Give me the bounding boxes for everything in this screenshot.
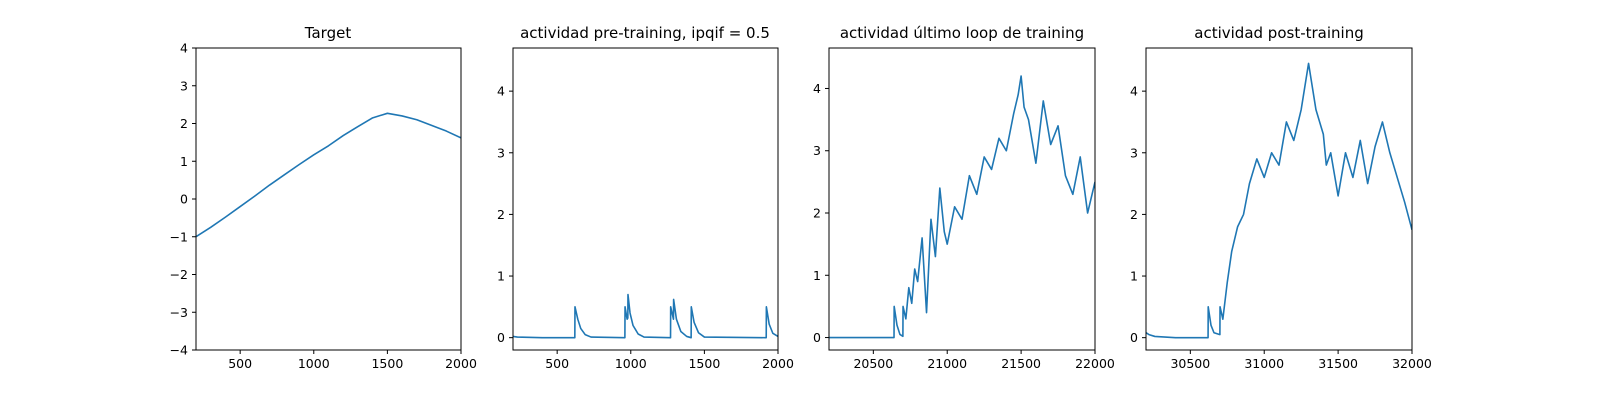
y-tick-label-post-training: 2 bbox=[1130, 207, 1138, 222]
y-tick-label-target: 3 bbox=[180, 78, 188, 93]
panel-last-training-loop: actividad último loop de training 20500 2… bbox=[813, 24, 1115, 371]
series-line-last-training-loop-0 bbox=[829, 75, 1095, 339]
y-tick-label-target: −4 bbox=[170, 343, 188, 358]
y-tick-label-post-training: 4 bbox=[1130, 84, 1138, 99]
x-tick-label-pre-training: 2000 bbox=[762, 356, 794, 371]
series-line-pre-training-0 bbox=[513, 293, 778, 339]
plot-frame-pre-training bbox=[512, 47, 779, 351]
y-tick-label-target: 4 bbox=[180, 41, 188, 56]
series-line-target-0 bbox=[196, 112, 461, 238]
y-tick-label-target: 0 bbox=[180, 192, 188, 207]
plot-frame-post-training bbox=[1145, 47, 1413, 351]
y-tick-label-last-training-loop: 4 bbox=[813, 81, 821, 96]
panel-title-last-training-loop: actividad último loop de training bbox=[840, 24, 1084, 42]
y-tick-label-pre-training: 2 bbox=[497, 207, 505, 222]
x-tick-label-post-training: 32000 bbox=[1392, 356, 1432, 371]
y-tick-label-target: −2 bbox=[170, 267, 188, 282]
y-tick-label-post-training: 1 bbox=[1130, 269, 1138, 284]
panel-pre-training: actividad pre-training, ipqif = 0.5 500 1… bbox=[497, 24, 794, 371]
x-tick-label-last-training-loop: 21500 bbox=[1001, 356, 1041, 371]
panel-title-pre-training: actividad pre-training, ipqif = 0.5 bbox=[520, 24, 770, 42]
y-tick-label-last-training-loop: 2 bbox=[813, 206, 821, 221]
x-tick-label-last-training-loop: 22000 bbox=[1075, 356, 1115, 371]
x-tick-label-target: 2000 bbox=[445, 356, 477, 371]
series-line-post-training-0 bbox=[1146, 62, 1412, 339]
x-tick-label-post-training: 30500 bbox=[1170, 356, 1210, 371]
panel-post-training: actividad post-training 30500 31000 31500 3… bbox=[1130, 24, 1432, 371]
y-tick-label-last-training-loop: 1 bbox=[813, 268, 821, 283]
x-tick-label-pre-training: 500 bbox=[545, 356, 569, 371]
y-tick-label-pre-training: 3 bbox=[497, 145, 505, 160]
y-tick-label-last-training-loop: 0 bbox=[813, 330, 821, 345]
y-tick-label-target: 2 bbox=[180, 116, 188, 131]
plot-frame-last-training-loop bbox=[828, 47, 1096, 351]
x-tick-label-pre-training: 1500 bbox=[688, 356, 720, 371]
x-tick-label-last-training-loop: 20500 bbox=[853, 356, 893, 371]
x-tick-label-pre-training: 1000 bbox=[615, 356, 647, 371]
x-tick-label-target: 1500 bbox=[371, 356, 403, 371]
y-tick-label-post-training: 3 bbox=[1130, 145, 1138, 160]
x-tick-label-target: 500 bbox=[228, 356, 252, 371]
y-tick-label-last-training-loop: 3 bbox=[813, 143, 821, 158]
panel-target: Target 500 1000 1500 2000 −4 −3 −2 −1 0 1 2 3 4 bbox=[170, 24, 477, 371]
plot-frame-target bbox=[195, 47, 462, 351]
x-tick-label-post-training: 31000 bbox=[1244, 356, 1284, 371]
y-tick-label-target: −3 bbox=[170, 305, 188, 320]
panel-title-target: Target bbox=[304, 24, 352, 42]
y-tick-label-pre-training: 0 bbox=[497, 330, 505, 345]
panel-title-post-training: actividad post-training bbox=[1194, 24, 1363, 42]
y-tick-label-pre-training: 4 bbox=[497, 84, 505, 99]
x-tick-label-last-training-loop: 21000 bbox=[927, 356, 967, 371]
x-tick-label-target: 1000 bbox=[298, 356, 330, 371]
y-tick-label-pre-training: 1 bbox=[497, 269, 505, 284]
y-tick-label-target: 1 bbox=[180, 154, 188, 169]
y-tick-label-post-training: 0 bbox=[1130, 330, 1138, 345]
x-tick-label-post-training: 31500 bbox=[1318, 356, 1358, 371]
y-tick-label-target: −1 bbox=[170, 229, 188, 244]
